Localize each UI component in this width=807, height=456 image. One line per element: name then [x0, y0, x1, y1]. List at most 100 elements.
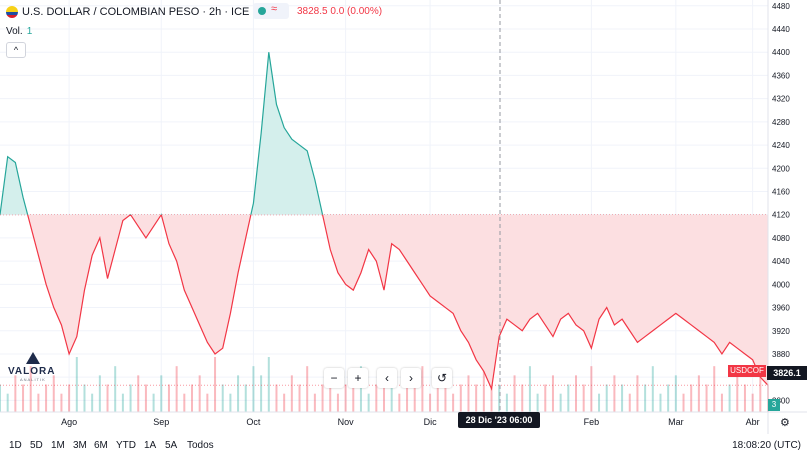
volume-bar — [329, 375, 332, 412]
volume-bar — [375, 384, 378, 412]
y-tick-label: 4160 — [772, 187, 790, 196]
volume-bar — [413, 384, 416, 412]
volume-bar — [321, 384, 324, 412]
x-tick-label: Nov — [338, 417, 355, 427]
volume-bar — [336, 393, 339, 412]
gear-icon[interactable]: ⚙ — [780, 417, 790, 429]
zoom-out-button[interactable]: − — [324, 368, 344, 388]
volume-bar — [267, 357, 270, 412]
volume-bar — [559, 393, 562, 412]
y-tick-label: 4120 — [772, 211, 790, 220]
y-tick-label: 4400 — [772, 48, 790, 57]
volume-legend[interactable]: Vol. 1 — [6, 26, 32, 37]
volume-bar — [359, 366, 362, 412]
approx-icon: ≈ — [271, 3, 278, 15]
y-tick-label: 3880 — [772, 350, 790, 359]
volume-bar — [505, 393, 508, 412]
y-tick-label: 3800 — [772, 396, 790, 405]
volume-bar — [22, 384, 25, 412]
y-tick-label: 3920 — [772, 327, 790, 336]
range-1d[interactable]: 1D — [9, 440, 22, 451]
volume-bar — [444, 375, 447, 412]
volume-bar — [636, 375, 639, 412]
scroll-back-button[interactable]: ‹ — [377, 368, 397, 388]
volume-bar — [736, 375, 739, 412]
volume-bar — [144, 384, 147, 412]
y-tick-label: 4080 — [772, 234, 790, 243]
volume-bar — [75, 357, 78, 412]
valora-logo: VALORA ANALITIK — [8, 352, 68, 382]
volume-bar — [298, 384, 301, 412]
reset-chart-button[interactable]: ↺ — [432, 368, 452, 388]
zoom-in-button[interactable]: + — [348, 368, 368, 388]
range-ytd[interactable]: YTD — [116, 440, 136, 451]
volume-bar — [759, 375, 762, 412]
volume-bar — [214, 357, 217, 412]
volume-label: Vol. — [6, 26, 23, 37]
volume-bar — [567, 384, 570, 412]
volume-bar — [45, 384, 48, 412]
price-line-down — [0, 214, 768, 391]
range-1m[interactable]: 1M — [51, 440, 65, 451]
volume-bar — [60, 393, 63, 412]
volume-bar — [436, 384, 439, 412]
volume-bar — [252, 366, 255, 412]
y-tick-label: 4040 — [772, 257, 790, 266]
volume-bar — [206, 393, 209, 412]
volume-bar — [137, 375, 140, 412]
collapse-legend-button[interactable]: ^ — [6, 42, 26, 58]
y-tick-label: 4000 — [772, 280, 790, 289]
crosshair-time-label: 28 Dic '23 06:00 — [458, 412, 540, 428]
x-tick-label: Dic — [424, 417, 437, 427]
volume-bar — [728, 384, 731, 412]
volume-bar — [221, 384, 224, 412]
volume-bar — [690, 384, 693, 412]
volume-bar — [129, 384, 132, 412]
volume-bar — [590, 366, 593, 412]
range-5d[interactable]: 5D — [30, 440, 43, 451]
volume-bar — [452, 393, 455, 412]
x-tick-label: Ago — [61, 417, 77, 427]
volume-bar — [183, 393, 186, 412]
volume-bar — [406, 375, 409, 412]
volume-bar — [605, 384, 608, 412]
volume-bar — [0, 384, 1, 412]
volume-bar — [152, 393, 155, 412]
volume-bar — [582, 384, 585, 412]
y-tick-label: 3960 — [772, 304, 790, 313]
volume-bar — [390, 384, 393, 412]
range-1a[interactable]: 1A — [144, 440, 157, 451]
volume-bar — [751, 393, 754, 412]
volume-bar — [521, 384, 524, 412]
symbol-title[interactable]: U.S. DOLLAR / COLOMBIAN PESO · 2h · ICE — [22, 6, 250, 18]
range-3m[interactable]: 3M — [73, 440, 87, 451]
volume-bar — [191, 384, 193, 412]
volume-bar — [306, 366, 309, 412]
range-all[interactable]: Todos — [187, 440, 214, 451]
volume-bar — [598, 393, 601, 412]
volume-bar — [352, 375, 355, 412]
volume-bar — [551, 375, 554, 412]
volume-bar — [720, 393, 723, 412]
price-chart[interactable]: 3800384038803920396040004040408041204160… — [0, 0, 807, 434]
scroll-forward-button[interactable]: › — [401, 368, 421, 388]
volume-bar — [475, 384, 478, 412]
volume-badge: 3 — [768, 399, 780, 411]
volume-bar — [313, 393, 316, 412]
volume-bar — [83, 384, 86, 412]
range-5a[interactable]: 5A — [165, 440, 178, 451]
volume-bar — [29, 366, 32, 412]
volume-bar — [367, 393, 370, 412]
area-below-baseline — [0, 214, 768, 389]
volume-bar — [674, 375, 677, 412]
volume-bar — [175, 366, 178, 412]
volume-bar — [290, 375, 293, 412]
volume-bar — [644, 384, 647, 412]
y-tick-label: 4440 — [772, 25, 790, 34]
volume-bar — [344, 384, 347, 412]
volume-bar — [467, 375, 470, 412]
y-tick-label: 4480 — [772, 2, 790, 11]
range-6m[interactable]: 6M — [94, 440, 108, 451]
y-tick-label: 4280 — [772, 118, 790, 127]
y-tick-label: 4320 — [772, 95, 790, 104]
